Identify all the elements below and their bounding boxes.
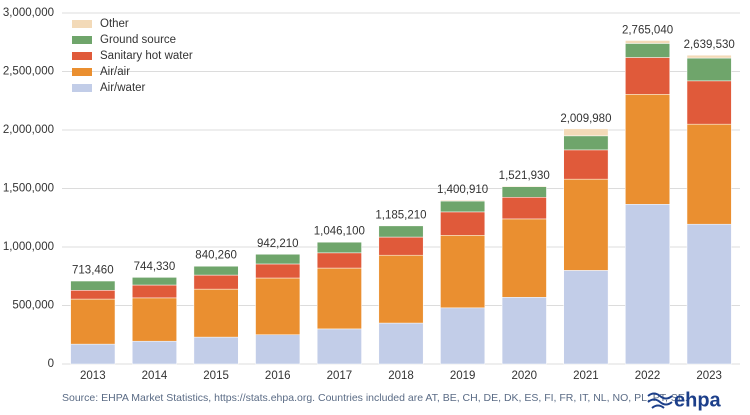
bar-segment <box>132 340 177 365</box>
bar-segment <box>378 225 424 238</box>
bar-segment <box>255 334 301 365</box>
bar-segment <box>686 123 732 225</box>
bar-segment <box>501 197 547 220</box>
total-label: 1,521,930 <box>499 170 550 182</box>
source-note: Source: EHPA Market Statistics, https://… <box>62 392 688 404</box>
bar-segment <box>316 328 362 365</box>
x-tick-label: 2018 <box>388 370 414 382</box>
y-tick-label: 0 <box>48 358 54 370</box>
x-tick-label: 2017 <box>327 370 353 382</box>
x-tick-label: 2021 <box>573 370 599 382</box>
bar-segment <box>440 307 486 365</box>
bar-segment <box>440 199 486 202</box>
total-label: 1,046,100 <box>314 226 365 238</box>
bar-segment <box>501 297 547 365</box>
legend-swatch <box>72 68 92 76</box>
bar-segment <box>440 200 486 213</box>
bar-segment <box>70 290 116 300</box>
total-label: 1,400,910 <box>437 184 488 196</box>
bar-segment <box>378 322 424 365</box>
legend-swatch <box>72 20 92 28</box>
x-tick-label: 2015 <box>203 370 229 382</box>
y-tick-label: 3,000,000 <box>3 7 54 19</box>
bar-segment <box>686 223 732 365</box>
bar-segment <box>316 267 362 330</box>
bar-segment <box>686 80 732 125</box>
bar-segment <box>440 211 486 236</box>
bar-segment <box>316 252 362 269</box>
x-tick-label: 2014 <box>142 370 168 382</box>
logo: ehpa <box>674 389 722 411</box>
legend-label: Sanitary hot water <box>100 50 193 62</box>
bar-segment <box>70 343 116 365</box>
x-tick-label: 2016 <box>265 370 291 382</box>
bar-segment <box>501 185 547 187</box>
bar-segment <box>563 270 609 365</box>
bar-segment <box>625 57 670 95</box>
legend-label: Air/air <box>100 66 130 78</box>
legend-swatch <box>72 36 92 44</box>
bar-segment <box>70 298 116 345</box>
bar-segment <box>378 254 424 324</box>
legend-label: Ground source <box>100 34 176 46</box>
bar-segment <box>255 277 301 336</box>
bar-segment <box>501 218 547 298</box>
bar-segment <box>255 254 301 265</box>
x-tick-label: 2020 <box>511 370 537 382</box>
legend-swatch <box>72 52 92 60</box>
y-tick-label: 2,000,000 <box>3 124 54 136</box>
total-label: 2,639,530 <box>684 39 735 51</box>
legend-swatch <box>72 84 92 92</box>
bar-segment <box>193 265 239 276</box>
bar-segment <box>255 263 301 279</box>
bar-segment <box>625 94 670 205</box>
bar-segment <box>563 149 609 180</box>
x-tick-label: 2019 <box>450 370 476 382</box>
bar-segment <box>686 57 732 82</box>
bar-segment <box>132 277 177 286</box>
bar-segment <box>563 128 609 137</box>
bar-segment <box>132 297 177 342</box>
bar-segment <box>563 135 609 151</box>
bar-segment <box>193 336 239 365</box>
bar-segment <box>625 40 670 44</box>
logo-waves <box>647 392 673 409</box>
y-tick-label: 500,000 <box>12 300 54 312</box>
total-label: 2,009,980 <box>560 113 611 125</box>
legend-label: Other <box>100 18 129 30</box>
bar-segment <box>686 54 732 59</box>
legend-label: Air/water <box>100 82 146 94</box>
y-tick-label: 1,000,000 <box>3 241 54 253</box>
total-label: 713,460 <box>72 265 114 277</box>
x-tick-label: 2022 <box>635 370 661 382</box>
bar-segment <box>563 178 609 271</box>
total-label: 2,765,040 <box>622 25 673 37</box>
total-label: 942,210 <box>257 238 299 250</box>
bar-segment <box>132 284 177 299</box>
bar-segment <box>70 280 116 291</box>
bar-segment <box>193 274 239 290</box>
bar-segment <box>378 236 424 256</box>
y-tick-label: 2,500,000 <box>3 66 54 78</box>
bar-segment <box>316 241 362 254</box>
total-label: 1,185,210 <box>375 209 426 221</box>
bar-segment <box>193 288 239 338</box>
bar-segment <box>501 186 547 198</box>
total-label: 840,260 <box>195 250 237 262</box>
total-label: 744,330 <box>134 261 176 273</box>
x-tick-label: 2023 <box>696 370 722 382</box>
bar-segment <box>625 204 670 365</box>
bar-segment <box>625 43 670 58</box>
y-tick-label: 1,500,000 <box>3 183 54 195</box>
bar-segment <box>440 235 486 309</box>
x-tick-label: 2013 <box>80 370 106 382</box>
